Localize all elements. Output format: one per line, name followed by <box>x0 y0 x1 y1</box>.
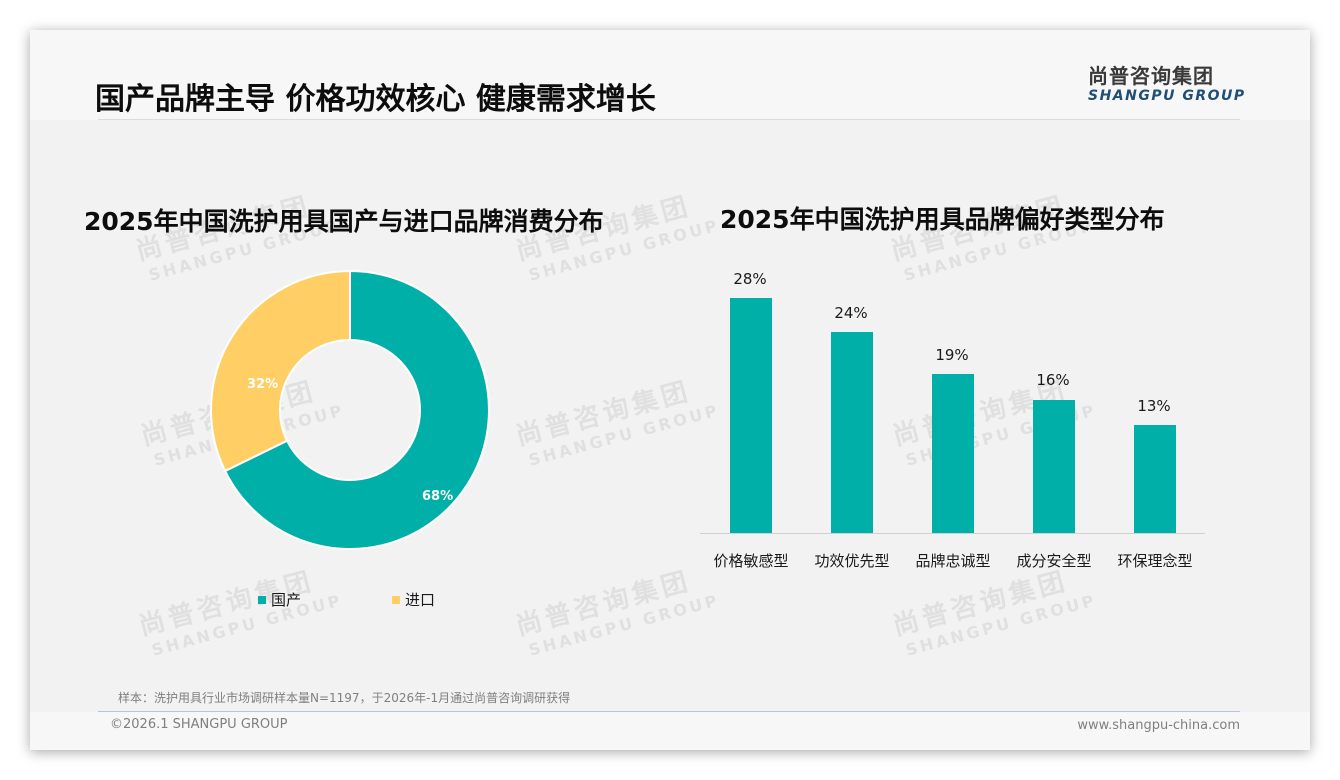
donut-label-import: 32% <box>247 377 279 392</box>
bar-category-label: 成分安全型 <box>1016 552 1092 570</box>
footer-divider <box>98 711 1240 712</box>
legend-label: 国产 <box>271 591 302 609</box>
legend-item-import: 进口 <box>392 589 435 610</box>
bar-chart: 28% 价格敏感型 24% 功效优先型 19% 品牌忠诚型 16% 成分安全型 … <box>700 270 1205 590</box>
bar-efficacy-first <box>831 332 873 533</box>
bar-value-label: 28% <box>733 270 767 288</box>
bar-price-sensitive <box>730 298 772 533</box>
website-link[interactable]: www.shangpu-china.com <box>1077 718 1240 733</box>
slide: 尚普咨询集团 SHANGPU GROUP 尚普咨询集团 SHANGPU GROUP … <box>30 30 1310 750</box>
bar-category-label: 品牌忠诚型 <box>915 552 991 570</box>
x-axis-line <box>700 533 1205 534</box>
copyright-text: ©2026.1 SHANGPU GROUP <box>110 717 288 732</box>
bar-category-label: 价格敏感型 <box>713 552 789 570</box>
bar-chart-title: 2025年中国洗护用具品牌偏好类型分布 <box>720 205 1165 234</box>
donut-svg <box>210 269 490 550</box>
bar-value-label: 16% <box>1036 371 1070 389</box>
bar-category-label: 功效优先型 <box>814 552 890 570</box>
footer-band <box>30 712 1310 750</box>
bar-value-label: 13% <box>1137 397 1171 415</box>
sample-note: 样本：洗护用具行业市场调研样本量N=1197，于2026年-1月通过尚普咨询调研… <box>118 691 571 705</box>
legend-label: 进口 <box>405 591 436 609</box>
donut-label-domestic: 68% <box>422 489 454 504</box>
donut-slice-domestic <box>223 269 490 550</box>
page-title: 国产品牌主导 价格功效核心 健康需求增长 <box>95 82 656 117</box>
legend-swatch-teal <box>258 595 266 604</box>
legend-swatch-yellow <box>392 595 400 604</box>
bar-category-label: 环保理念型 <box>1117 552 1193 570</box>
legend-item-domestic: 国产 <box>258 589 301 610</box>
bar-value-label: 24% <box>834 304 868 322</box>
donut-slice-import <box>210 269 351 473</box>
header-band <box>30 30 1310 120</box>
bar-value-label: 19% <box>935 346 969 364</box>
bar-brand-loyal <box>932 374 974 533</box>
title-divider <box>98 119 1240 120</box>
logo-chinese-text: 尚普咨询集团 <box>1088 64 1214 88</box>
company-logo: 尚普咨询集团 SHANGPU GROUP <box>1088 64 1246 104</box>
logo-english-text: SHANGPU GROUP <box>1088 88 1246 104</box>
donut-chart-title: 2025年中国洗护用具国产与进口品牌消费分布 <box>84 207 604 236</box>
bar-eco-conscious <box>1134 425 1176 533</box>
bar-ingredient-safety <box>1033 400 1075 533</box>
donut-chart: 32% 68% <box>210 269 490 550</box>
